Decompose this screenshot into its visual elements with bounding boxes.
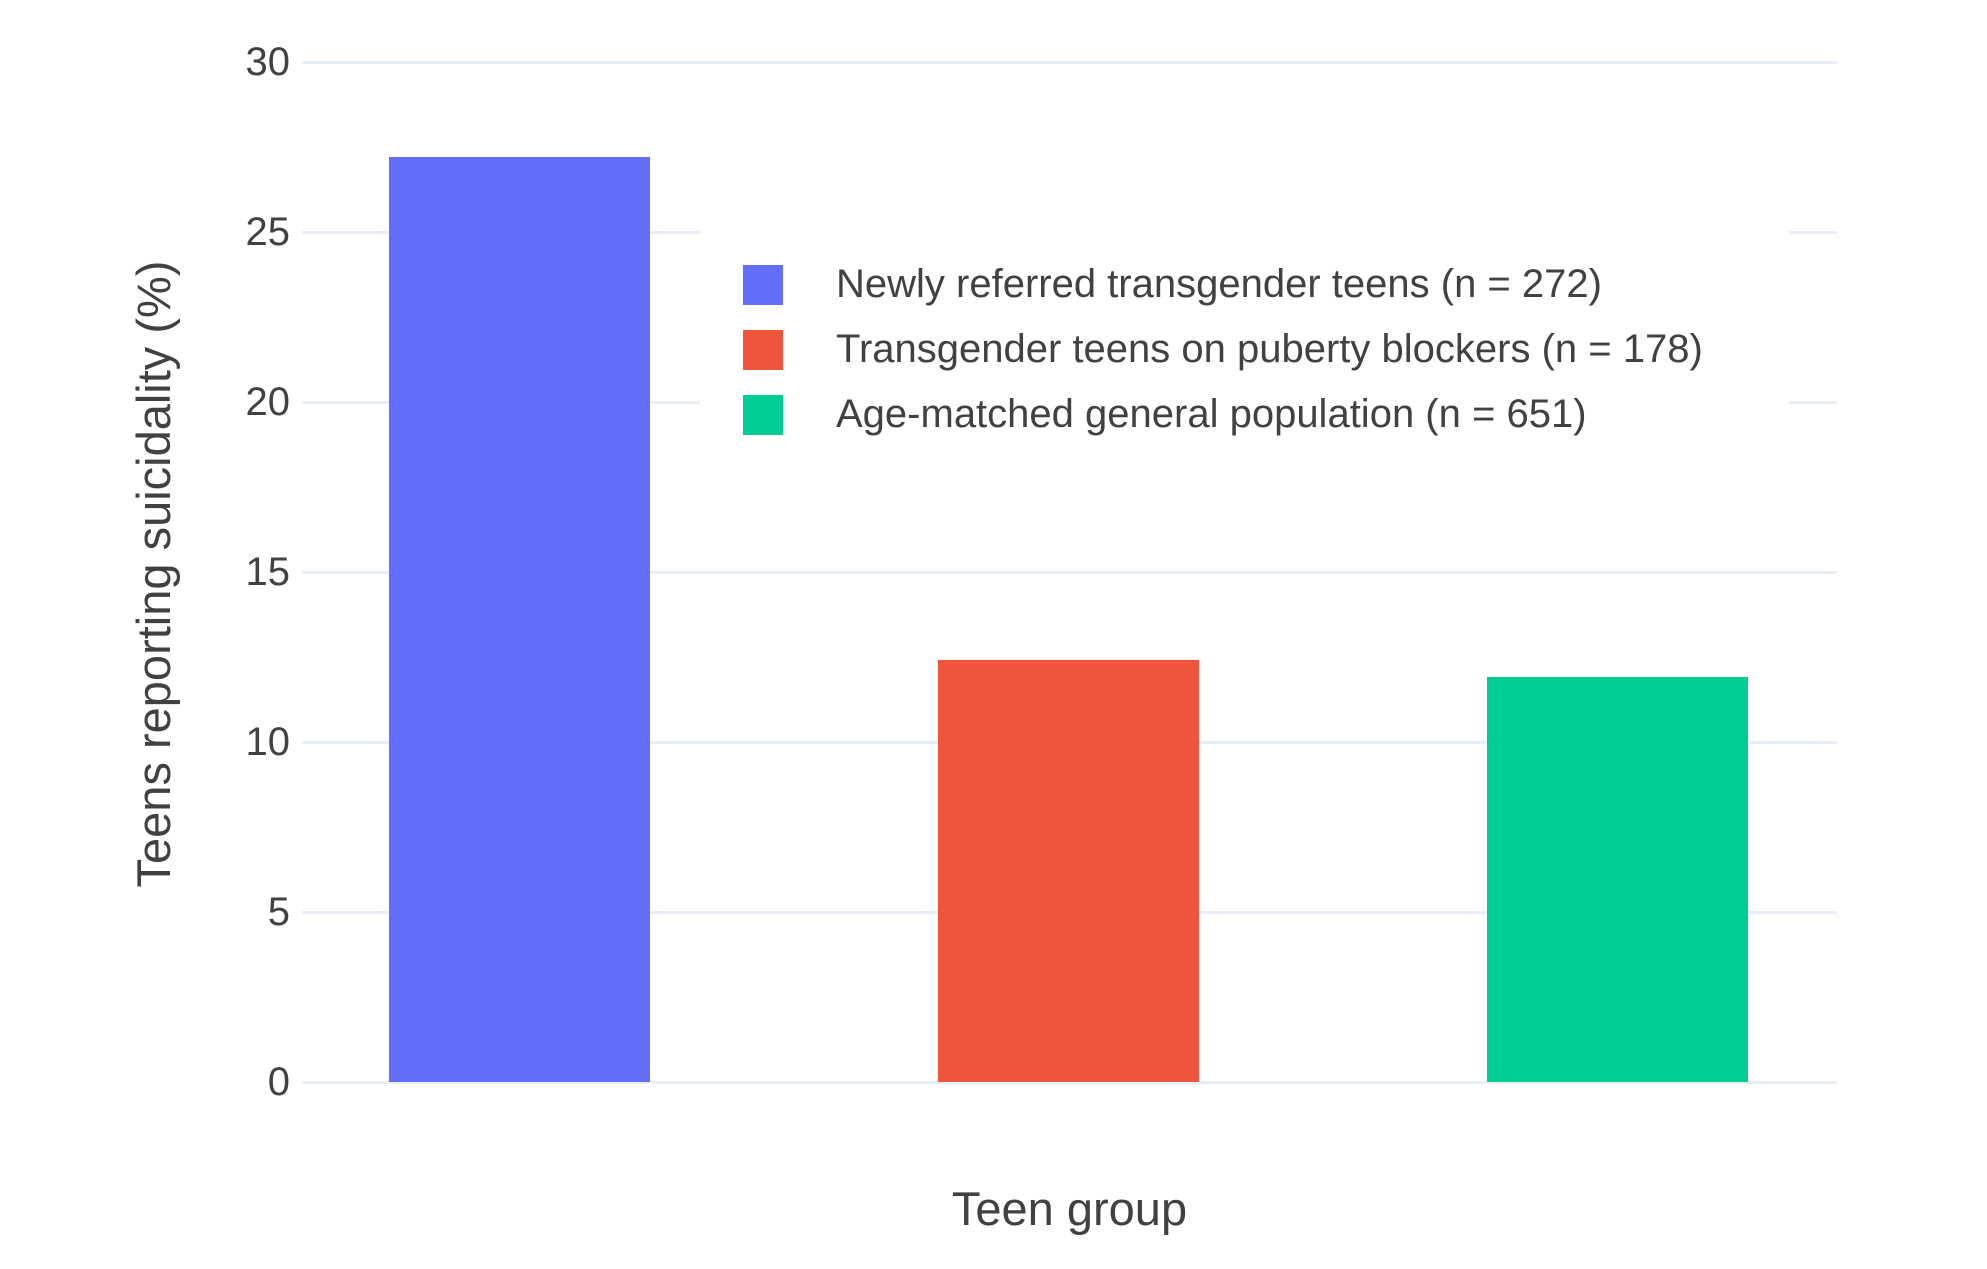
gridline-0 [302,1081,1837,1084]
legend-item-0[interactable]: Newly referred transgender teens (n = 27… [700,252,1789,317]
legend-label: Transgender teens on puberty blockers (n… [836,327,1703,371]
bar-2 [1487,677,1748,1082]
gridline-30 [302,61,1837,64]
legend: Newly referred transgender teens (n = 27… [700,225,1789,467]
gridline-15 [302,571,1837,574]
legend-item-2[interactable]: Age-matched general population (n = 651) [700,382,1789,447]
legend-swatch-icon [743,329,783,370]
y-tick-label-25: 25 [245,210,291,254]
legend-item-1[interactable]: Transgender teens on puberty blockers (n… [700,317,1789,382]
y-tick-label-5: 5 [267,890,290,934]
legend-label: Age-matched general population (n = 651) [836,392,1587,436]
x-axis-title: Teen group [951,1182,1188,1235]
bar-0 [389,157,650,1082]
y-tick-label-30: 30 [245,40,291,84]
legend-label: Newly referred transgender teens (n = 27… [836,262,1602,306]
y-tick-label-0: 0 [267,1060,290,1104]
y-tick-label-20: 20 [245,380,291,424]
legend-swatch-icon [743,394,783,435]
y-tick-label-10: 10 [245,720,291,764]
bar-1 [938,660,1199,1082]
y-tick-label-15: 15 [245,550,291,594]
y-axis-title: Teens reporting suicidality (%) [127,260,180,888]
legend-swatch-icon [743,264,783,305]
